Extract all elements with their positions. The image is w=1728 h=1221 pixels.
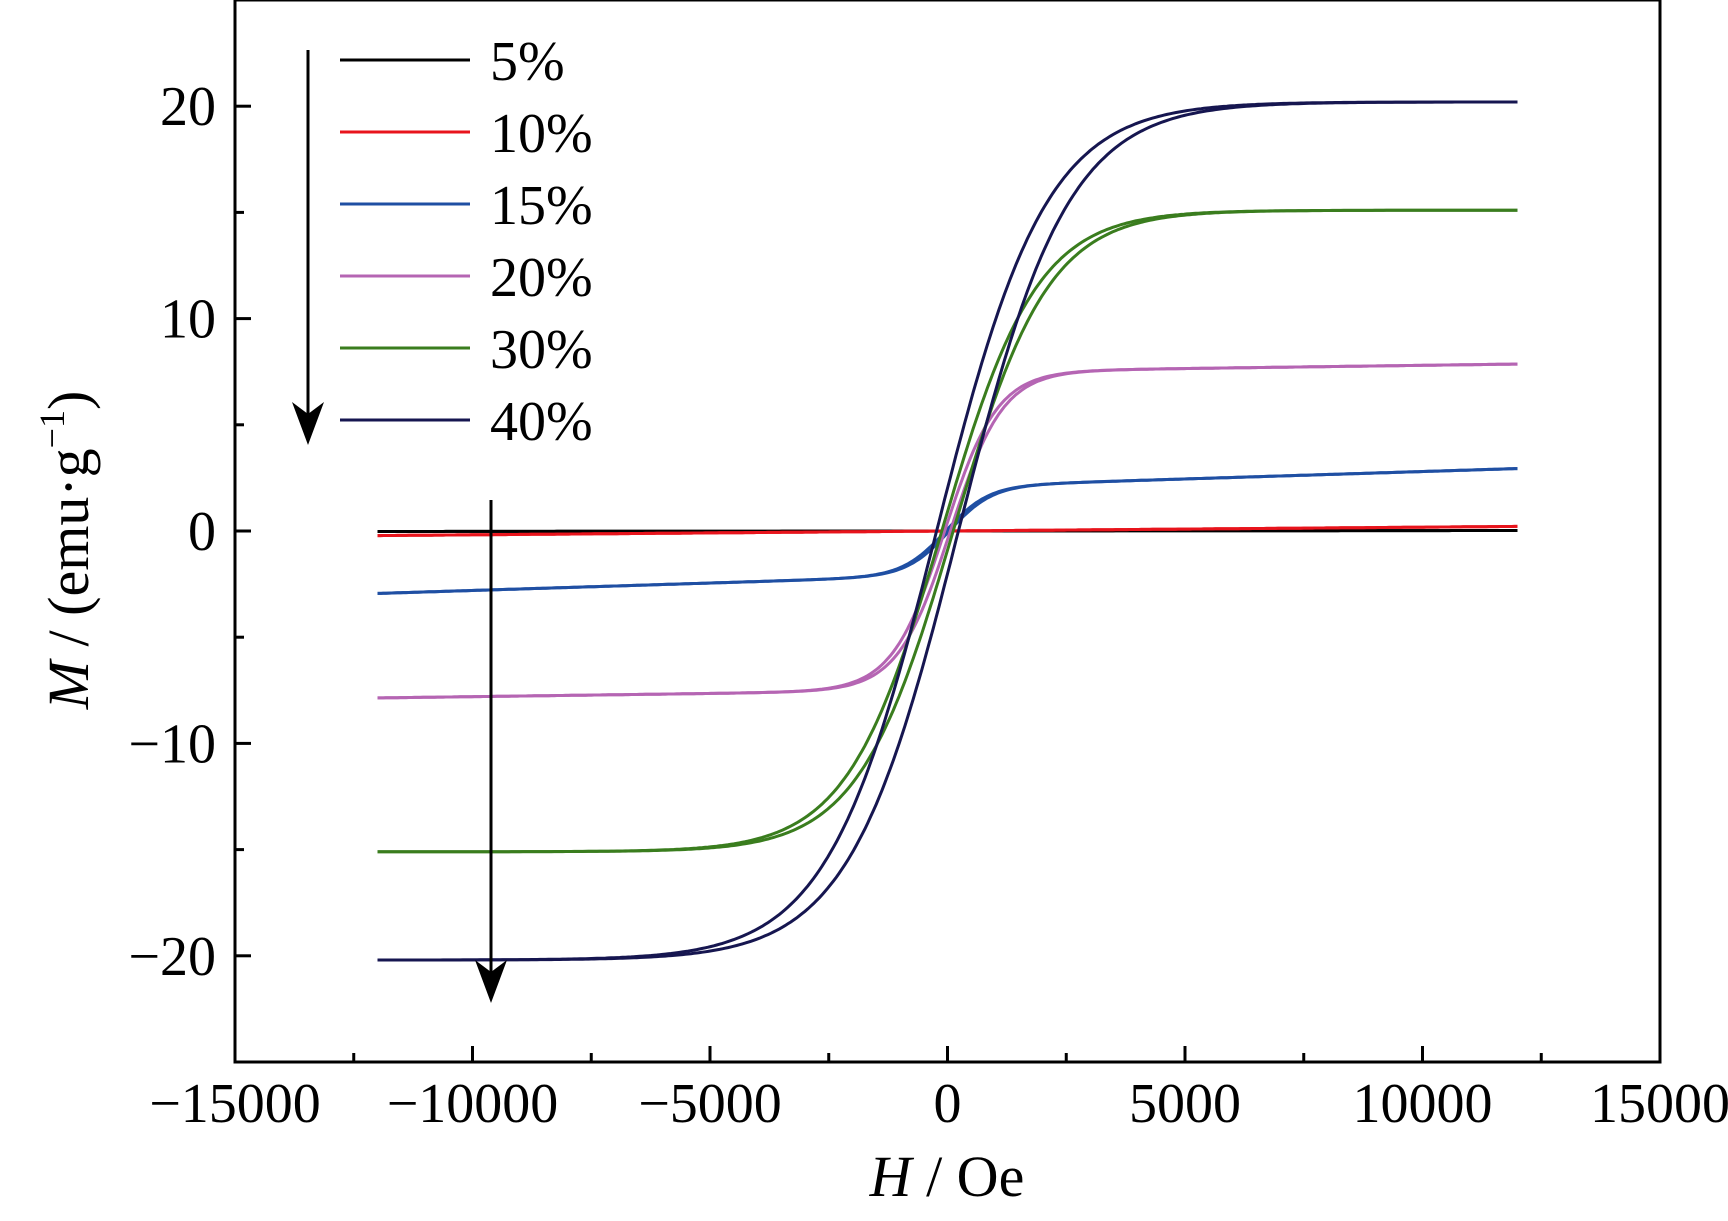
legend-label: 30% bbox=[490, 319, 593, 381]
y-tick-label: 20 bbox=[160, 76, 216, 138]
x-tick-label: 5000 bbox=[1129, 1073, 1241, 1135]
x-tick-label: −10000 bbox=[387, 1073, 559, 1135]
y-axis-title: M / (emu·g−1) bbox=[32, 391, 101, 711]
arrow-top-left bbox=[292, 50, 324, 445]
y-tick-label: −10 bbox=[128, 713, 216, 775]
legend-label: 5% bbox=[490, 31, 565, 93]
ticks-layer: −15000 −10000 −5000 0 5000 10000 15000 −20 −10 0 1… bbox=[128, 0, 1728, 1135]
x-tick-label: 0 bbox=[934, 1073, 962, 1135]
y-tick-label: −20 bbox=[128, 926, 216, 988]
y-tick-label: 0 bbox=[188, 501, 216, 563]
series-line bbox=[377, 467, 1518, 595]
series-line bbox=[377, 362, 1518, 700]
x-tick-label: 15000 bbox=[1590, 1073, 1728, 1135]
legend: 5% 10% 15% 20% 30% 40% bbox=[340, 31, 593, 453]
x-axis-title: H / Oe bbox=[869, 1144, 1025, 1209]
series-line bbox=[377, 208, 1518, 854]
series-line bbox=[377, 100, 1518, 962]
x-tick-label: 10000 bbox=[1353, 1073, 1493, 1135]
x-tick-label: −15000 bbox=[149, 1073, 321, 1135]
legend-label: 15% bbox=[490, 175, 593, 237]
series-layer bbox=[377, 100, 1518, 962]
x-tick-label: −5000 bbox=[638, 1073, 782, 1135]
legend-label: 20% bbox=[490, 247, 593, 309]
y-tick-label: 10 bbox=[160, 289, 216, 351]
legend-label: 10% bbox=[490, 103, 593, 165]
legend-label: 40% bbox=[490, 391, 593, 453]
arrow-bottom bbox=[475, 500, 507, 1003]
